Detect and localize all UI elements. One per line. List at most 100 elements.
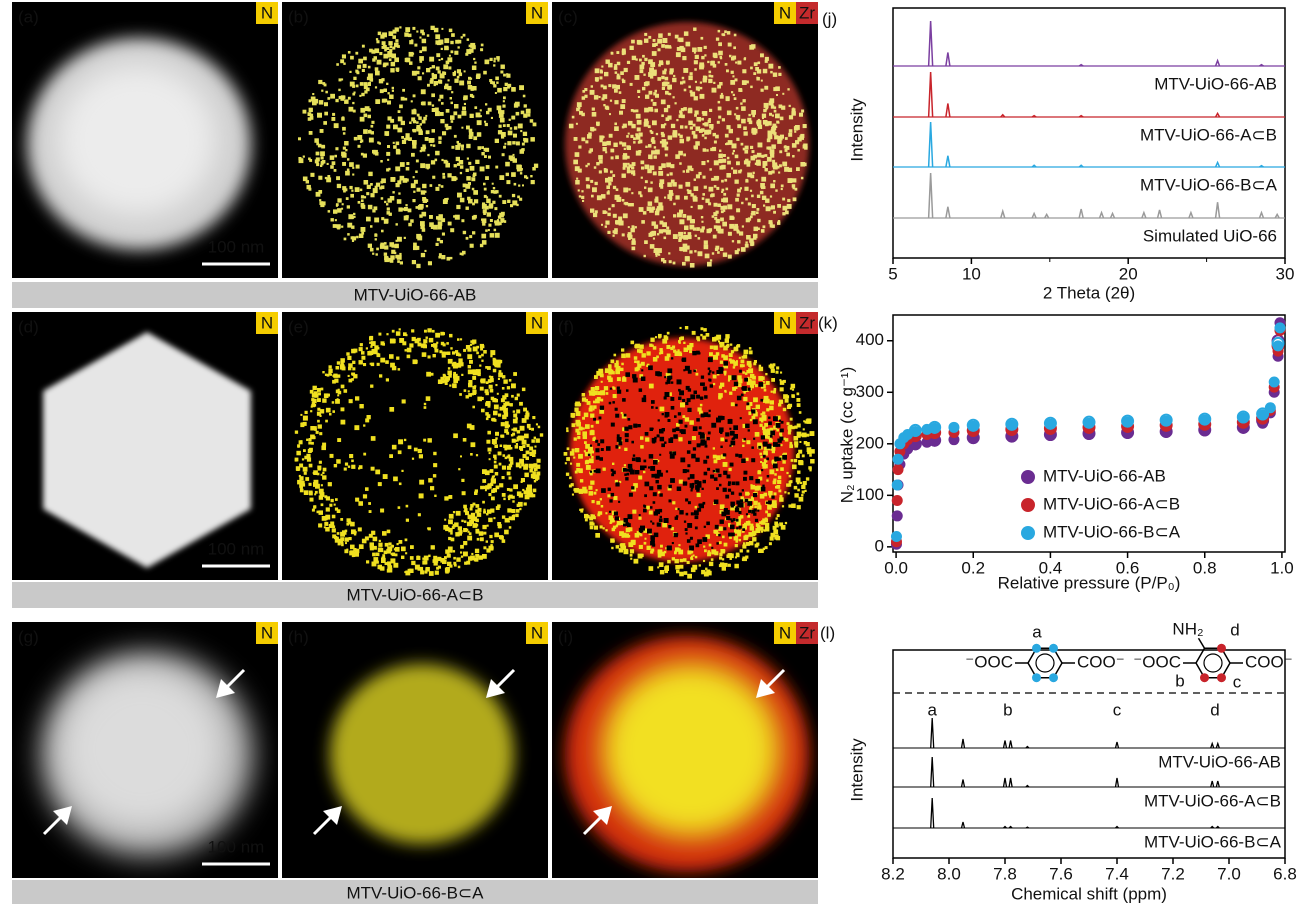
y-axis-label: Intensity	[847, 98, 866, 162]
speckle	[481, 152, 484, 155]
speckle	[313, 505, 316, 508]
speckle	[765, 373, 767, 375]
speckle	[703, 546, 705, 548]
speckle	[609, 499, 612, 502]
speckle	[731, 492, 734, 495]
speckle	[742, 80, 747, 85]
caption: MTV-UiO-66-A⊂B	[346, 585, 483, 604]
speckle	[663, 260, 666, 263]
speckle	[576, 411, 581, 416]
speckle	[308, 441, 311, 444]
speckle	[731, 533, 735, 537]
speckle	[627, 156, 630, 159]
speckle	[651, 474, 655, 478]
speckle	[446, 127, 449, 130]
speckle	[417, 188, 421, 192]
speckle	[680, 249, 682, 251]
speckle	[779, 497, 784, 502]
speckle	[696, 336, 700, 340]
speckle	[740, 499, 743, 502]
speckle	[680, 112, 683, 115]
speckle	[608, 378, 613, 383]
speckle	[713, 447, 715, 449]
peak	[1001, 211, 1005, 218]
speckle	[310, 390, 314, 394]
speckle	[509, 379, 512, 382]
speckle	[655, 211, 659, 215]
speckle	[526, 109, 531, 114]
speckle	[688, 501, 691, 504]
speckle	[507, 466, 511, 470]
speckle	[737, 231, 740, 234]
speckle	[744, 471, 748, 475]
speckle	[386, 83, 388, 85]
speckle	[683, 170, 685, 172]
speckle	[530, 119, 534, 123]
speckle	[768, 134, 773, 139]
speckle	[582, 417, 585, 420]
speckle	[337, 398, 339, 400]
speckle	[660, 407, 665, 412]
speckle	[419, 480, 424, 485]
speckle	[611, 547, 613, 549]
speckle	[508, 520, 510, 522]
speckle	[660, 186, 663, 189]
speckle	[678, 437, 682, 441]
speckle	[458, 354, 461, 357]
speckle	[495, 92, 497, 94]
speckle	[406, 179, 409, 182]
speckle	[475, 549, 479, 553]
speckle	[363, 424, 365, 426]
speckle	[484, 195, 487, 198]
speckle	[723, 154, 726, 157]
speckle	[427, 154, 429, 156]
speckle	[632, 225, 635, 228]
speckle	[675, 565, 680, 570]
speckle	[347, 205, 350, 208]
speckle	[719, 556, 722, 559]
speckle	[295, 431, 298, 434]
speckle	[578, 454, 583, 459]
speckle	[724, 30, 727, 33]
speckle	[388, 116, 392, 120]
speckle	[651, 138, 655, 142]
speckle	[503, 74, 506, 77]
speckle	[448, 367, 450, 369]
speckle	[480, 109, 482, 111]
speckle	[506, 73, 508, 75]
speckle	[481, 397, 484, 400]
speckle	[421, 102, 424, 105]
speckle	[577, 431, 581, 435]
speckle	[753, 501, 758, 506]
speckle	[779, 150, 782, 153]
speckle	[380, 89, 384, 93]
speckle	[798, 450, 802, 454]
speckle	[516, 112, 520, 116]
speckle	[565, 462, 567, 464]
speckle	[501, 212, 505, 216]
speckle	[774, 110, 777, 113]
speckle	[517, 394, 520, 397]
speckle	[482, 479, 486, 483]
peak	[1216, 202, 1220, 218]
speckle	[345, 171, 350, 176]
speckle	[503, 379, 507, 383]
speckle	[572, 116, 575, 119]
speckle	[713, 383, 715, 385]
speckle	[531, 439, 535, 443]
speckle	[426, 372, 431, 377]
speckle	[720, 218, 724, 222]
speckle	[761, 155, 764, 158]
speckle	[566, 457, 570, 461]
speckle	[402, 89, 405, 92]
speckle	[720, 504, 725, 509]
speckle	[740, 549, 743, 552]
speckle	[458, 526, 462, 530]
speckle	[469, 235, 472, 238]
speckle	[669, 194, 671, 196]
speckle	[637, 90, 640, 93]
speckle	[451, 120, 454, 123]
speckle	[641, 62, 644, 65]
speckle	[775, 486, 778, 489]
speckle	[770, 195, 772, 197]
